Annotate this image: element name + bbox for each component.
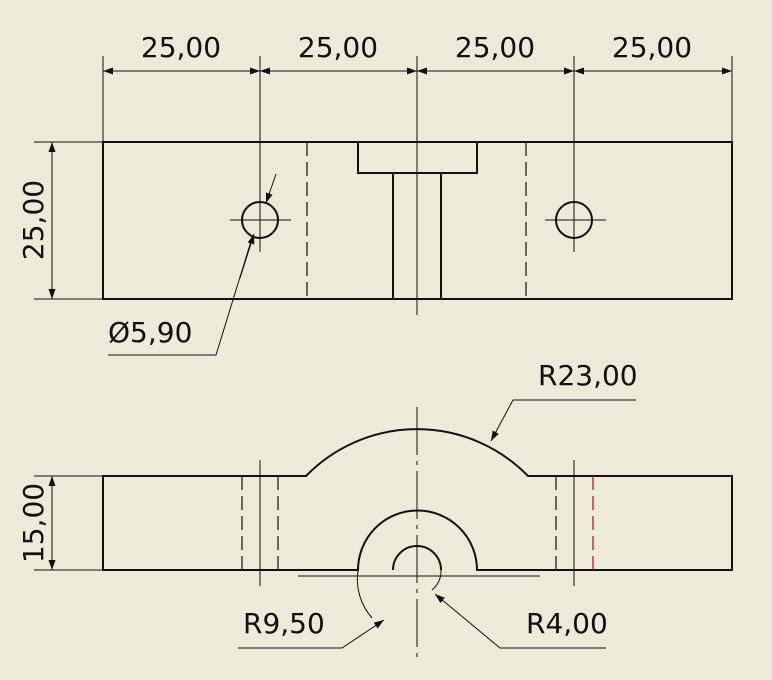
dim-text-3: 25,00: [455, 31, 535, 64]
dim-text-diameter: Ø5,90: [108, 316, 192, 349]
dim-text-r23: R23,00: [538, 359, 638, 392]
top-view: 25,00 25,00 25,00 25,00 25,00 Ø5,90: [17, 31, 733, 356]
r950-extension-arc: [356, 569, 373, 619]
dim-text-height-front: 15,00: [17, 483, 50, 563]
dim-text-r4: R4,00: [526, 607, 608, 640]
dim-text-r950: R9,50: [243, 607, 325, 640]
dim-text-4: 25,00: [612, 31, 692, 64]
dim-text-2: 25,00: [298, 31, 378, 64]
front-view: 15,00 R23,00 R9,50 R4,00: [17, 359, 733, 657]
r4-extension-arc: [431, 569, 442, 591]
front-view-outline: [102, 428, 733, 571]
diameter-leader-arrow-top: [265, 173, 277, 204]
dim-text-1: 25,00: [141, 31, 221, 64]
r23-leader-line: [490, 399, 636, 442]
diameter-leader-arrow: [239, 233, 255, 279]
dim-text-height-top: 25,00: [17, 180, 50, 260]
r4-leader-line: [434, 593, 606, 649]
r950-leader-line: [238, 619, 385, 649]
